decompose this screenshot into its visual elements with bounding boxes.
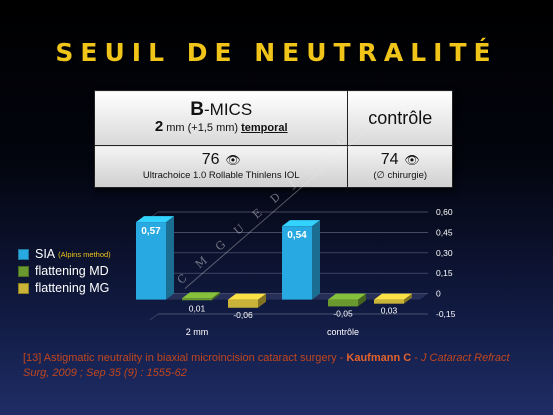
bar-side	[212, 292, 220, 301]
y-tick-label: 0,60	[436, 207, 453, 217]
y-tick-label: -0,15	[436, 309, 456, 319]
x-category-label: 2 mm	[186, 327, 209, 337]
bar-top	[374, 293, 412, 300]
bar-top	[228, 293, 266, 300]
bmics-eye-count: 76	[201, 150, 220, 168]
bmics-detail: 2 mm (+1,5 mm) temporal	[95, 119, 347, 136]
legend-item-sia: SIA (Alpins method)	[18, 246, 111, 262]
control-count-line: 74 👁	[348, 151, 452, 169]
x-category-label: contrôle	[327, 327, 359, 337]
comparison-table: B-MICS 2 mm (+1,5 mm) temporal contrôle …	[93, 90, 453, 188]
legend-item-flattening-mg: flattening MG	[18, 280, 111, 296]
bar-side	[258, 293, 266, 308]
control-count-cell: 74 👁 (∅ chirurgie)	[347, 145, 453, 188]
legend-label-sia: SIA	[35, 247, 56, 261]
reference-title: [13] Astigmatic neutrality in biaxial mi…	[23, 352, 347, 364]
bmics-header-cell: B-MICS 2 mm (+1,5 mm) temporal	[93, 90, 349, 146]
bmics-count-cell: 76 👁 Ultrachoice 1.0 Rollable Thinlens IO…	[93, 145, 349, 188]
y-tick-label: 0	[436, 289, 441, 299]
slide-title: SEUIL DE NEUTRALITÉ	[55, 38, 498, 67]
bmics-count-line: 76 👁	[95, 151, 347, 169]
legend-label-flattening-mg: flattening MG	[35, 281, 110, 295]
control-title: contrôle	[368, 107, 433, 128]
incision-size-unit: mm	[163, 122, 188, 134]
legend-swatch-sia	[18, 248, 29, 260]
bar-top	[182, 292, 220, 299]
bar-chart: 0,60 0,45 0,30 0,15 0 -0,15 0,57 0,01 -0,06 2 mm 0…	[136, 207, 456, 337]
legend-note-sia: (Alpins method)	[58, 249, 111, 259]
legend-item-flattening-md: flattening MD	[18, 263, 111, 279]
eye-icon: 👁	[404, 152, 420, 167]
bmics-title-suffix: -MICS	[204, 100, 253, 119]
bar	[182, 298, 212, 301]
reference-separator: -	[411, 352, 421, 364]
bar-top	[328, 293, 366, 300]
incision-size-value: 2	[154, 118, 164, 135]
bar-side	[358, 293, 366, 307]
y-tick-label: 0,45	[436, 227, 453, 237]
reference-journal: J Cataract Refract Surg	[23, 352, 510, 379]
bar-side	[166, 216, 174, 300]
y-tick-label: 0,15	[436, 268, 453, 278]
control-eye-count: 74	[380, 150, 399, 168]
eye-icon: 👁	[225, 152, 241, 167]
bmics-title: B-MICS	[95, 100, 347, 119]
bar	[282, 226, 312, 300]
data-label: -0,06	[233, 310, 253, 320]
gridline-side	[149, 313, 159, 321]
incision-location: temporal	[241, 122, 288, 134]
incision-size-extra: (+1,5 mm)	[187, 122, 242, 134]
bar	[374, 299, 404, 304]
reference-author: Kaufmann C	[346, 352, 412, 364]
legend-swatch-flattening-mg	[18, 282, 29, 294]
reference-citation: [13] Astigmatic neutrality in biaxial mi…	[23, 351, 538, 381]
y-tick-label: 0,30	[436, 248, 453, 258]
bar	[328, 299, 358, 307]
data-label: 0,01	[189, 304, 206, 314]
control-note: (∅ chirurgie)	[373, 169, 428, 181]
data-label: 0,57	[141, 226, 161, 237]
legend-swatch-flattening-md	[18, 265, 29, 277]
bar	[228, 299, 258, 308]
bar-top	[136, 216, 174, 223]
bar-top	[282, 220, 320, 227]
reference-citation-detail: , 2009 ; Sep 35 (9) : 1555-62	[46, 367, 187, 379]
data-label: 0,03	[381, 306, 398, 316]
chart-legend: SIA (Alpins method) flattening MD flatte…	[18, 246, 111, 297]
bar-side	[404, 293, 412, 304]
bar	[136, 222, 166, 300]
data-label: 0,54	[287, 230, 307, 241]
control-header-cell: contrôle	[347, 90, 453, 146]
legend-label-flattening-md: flattening MD	[35, 264, 109, 278]
bar-side	[312, 220, 320, 300]
bmics-lens-note: Ultrachoice 1.0 Rollable Thinlens IOL	[142, 169, 300, 181]
bmics-title-prefix: B	[190, 99, 204, 120]
data-label: -0,05	[333, 308, 353, 318]
